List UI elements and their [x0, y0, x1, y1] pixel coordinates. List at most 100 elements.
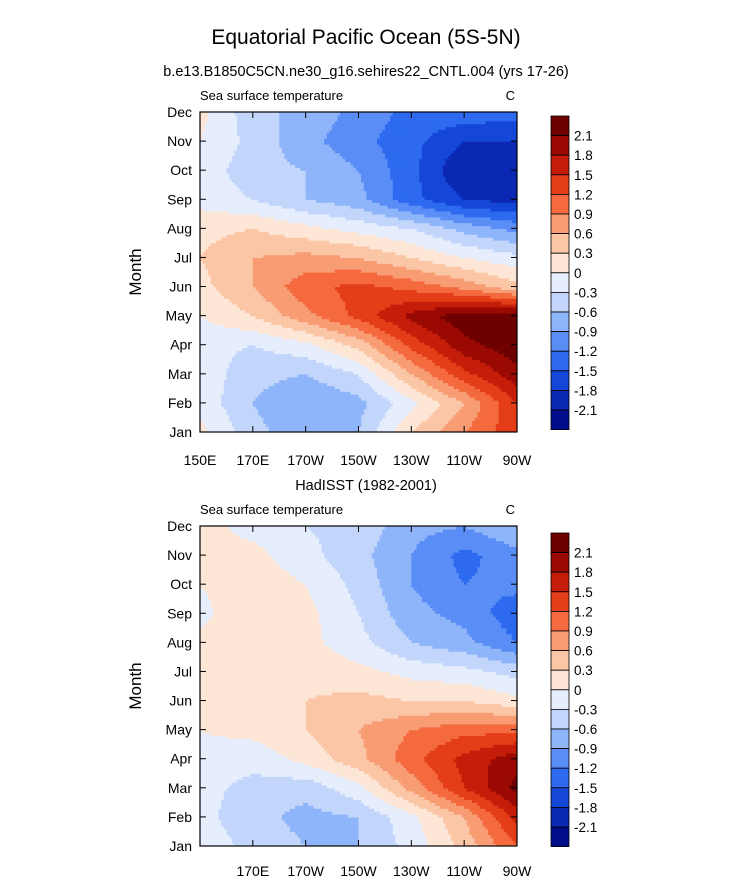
field-cell: [443, 423, 447, 427]
field-cell: [321, 388, 325, 392]
field-cell: [390, 426, 394, 430]
field-cell: [445, 391, 449, 395]
field-cell: [440, 388, 444, 392]
field-cell: [514, 400, 517, 404]
field-cell: [276, 414, 280, 419]
field-cell: [469, 420, 473, 424]
field-cell: [456, 417, 460, 421]
field-cell: [226, 423, 230, 427]
field-cell: [318, 420, 323, 424]
field-cell: [242, 385, 246, 389]
field-cell: [218, 423, 222, 427]
field-cell: [347, 397, 352, 401]
field-cell: [366, 379, 370, 384]
field-cell: [321, 394, 325, 398]
field-cell: [250, 388, 254, 392]
field-cell: [329, 394, 333, 398]
field-cell: [408, 423, 412, 427]
field-cell: [366, 394, 370, 398]
field-cell: [292, 414, 296, 419]
field-cell: [437, 388, 441, 392]
field-cell: [229, 388, 233, 392]
field-cell: [353, 408, 357, 413]
field-cell: [485, 408, 489, 413]
field-cell: [403, 417, 407, 421]
field-cell: [295, 391, 299, 395]
field-cell: [387, 429, 391, 432]
field-cell: [329, 400, 333, 404]
field-cell: [316, 391, 320, 395]
field-cell: [382, 417, 386, 421]
field-cell: [303, 388, 307, 392]
field-cell: [260, 429, 264, 432]
field-cell: [358, 423, 362, 427]
field-cell: [490, 408, 494, 413]
field-cell: [445, 400, 449, 404]
field-cell: [308, 382, 312, 387]
field-cell: [223, 411, 228, 416]
field-cell: [408, 394, 412, 398]
field-cell: [374, 420, 378, 424]
field-cell: [421, 411, 426, 416]
field-cell: [316, 405, 320, 410]
field-cell: [268, 397, 272, 401]
field-cell: [498, 408, 502, 413]
field-cell: [477, 391, 481, 395]
field-cell: [466, 391, 471, 395]
field-cell: [229, 382, 233, 387]
field-cell: [231, 429, 235, 432]
field-cell: [350, 429, 354, 432]
field-cell: [263, 385, 267, 389]
field-cell: [289, 402, 294, 407]
field-cell: [353, 385, 357, 389]
field-cell: [392, 394, 397, 398]
field-cell: [234, 385, 238, 389]
field-cell: [437, 397, 441, 401]
field-cell: [234, 397, 238, 401]
field-cell: [498, 420, 502, 424]
field-cell: [207, 411, 212, 416]
field-cell: [221, 391, 225, 395]
field-cell: [443, 397, 447, 401]
field-cell: [501, 394, 505, 398]
field-cell: [273, 382, 278, 387]
field-cell: [202, 411, 206, 416]
field-cell: [258, 402, 262, 407]
field-cell: [226, 402, 230, 407]
field-cell: [419, 408, 423, 413]
field-cell: [432, 385, 436, 389]
field-cell: [229, 402, 233, 407]
field-cell: [472, 385, 476, 389]
field-cell: [334, 388, 338, 392]
field-cell: [421, 400, 426, 404]
field-cell: [514, 379, 517, 384]
field-cell: [350, 426, 354, 430]
field-cell: [437, 382, 441, 387]
field-cell: [469, 382, 473, 387]
field-cell: [490, 417, 494, 421]
field-cell: [297, 411, 301, 416]
field-cell: [366, 429, 370, 432]
field-cell: [403, 408, 407, 413]
field-cell: [408, 414, 412, 419]
field-cell: [326, 420, 331, 424]
field-cell: [210, 417, 214, 421]
field-cell: [477, 426, 481, 430]
field-cell: [429, 388, 434, 392]
field-cell: [474, 423, 478, 427]
field-cell: [350, 388, 354, 392]
field-cell: [329, 391, 333, 395]
field-cell: [503, 423, 508, 427]
field-cell: [511, 400, 515, 404]
field-cell: [236, 385, 241, 389]
field-cell: [448, 420, 452, 424]
field-cell: [226, 397, 230, 401]
field-cell: [424, 388, 428, 392]
field-cell: [242, 420, 246, 424]
field-cell: [313, 400, 317, 404]
field-cell: [252, 414, 257, 419]
field-cell: [350, 414, 354, 419]
field-cell: [509, 429, 513, 432]
field-cell: [313, 423, 317, 427]
field-cell: [239, 379, 243, 384]
